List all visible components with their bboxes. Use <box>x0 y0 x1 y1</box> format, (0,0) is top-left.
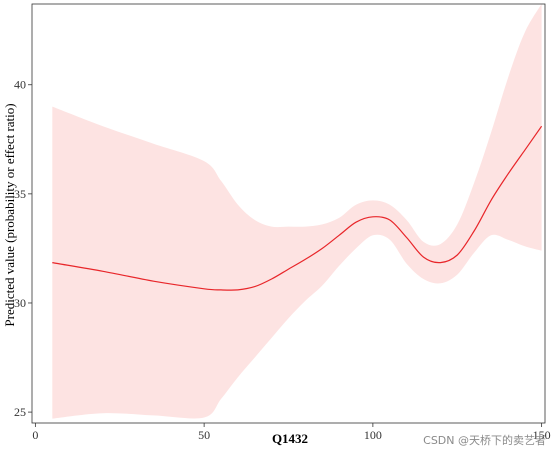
x-axis-title: Q1432 <box>272 431 308 446</box>
y-axis-title: Predicted value (probability or effect r… <box>2 103 17 326</box>
y-tick-label: 30 <box>14 296 26 310</box>
x-tick-label: 100 <box>364 428 382 442</box>
plot-frame <box>31 3 546 424</box>
confidence-band <box>52 4 542 419</box>
y-tick-label: 40 <box>14 78 26 92</box>
x-axis-ticks: 0 50 100 150 <box>32 423 551 442</box>
y-axis-ticks: 25 30 35 40 <box>14 78 32 419</box>
prediction-line <box>52 125 543 291</box>
x-tick-label: 0 <box>32 428 38 442</box>
x-tick-label: 50 <box>198 428 210 442</box>
y-tick-label: 35 <box>14 187 26 201</box>
y-tick-label: 25 <box>14 405 26 419</box>
x-tick-label: 150 <box>533 428 551 442</box>
watermark: CSDN @天桥下的卖艺者 <box>423 434 546 447</box>
